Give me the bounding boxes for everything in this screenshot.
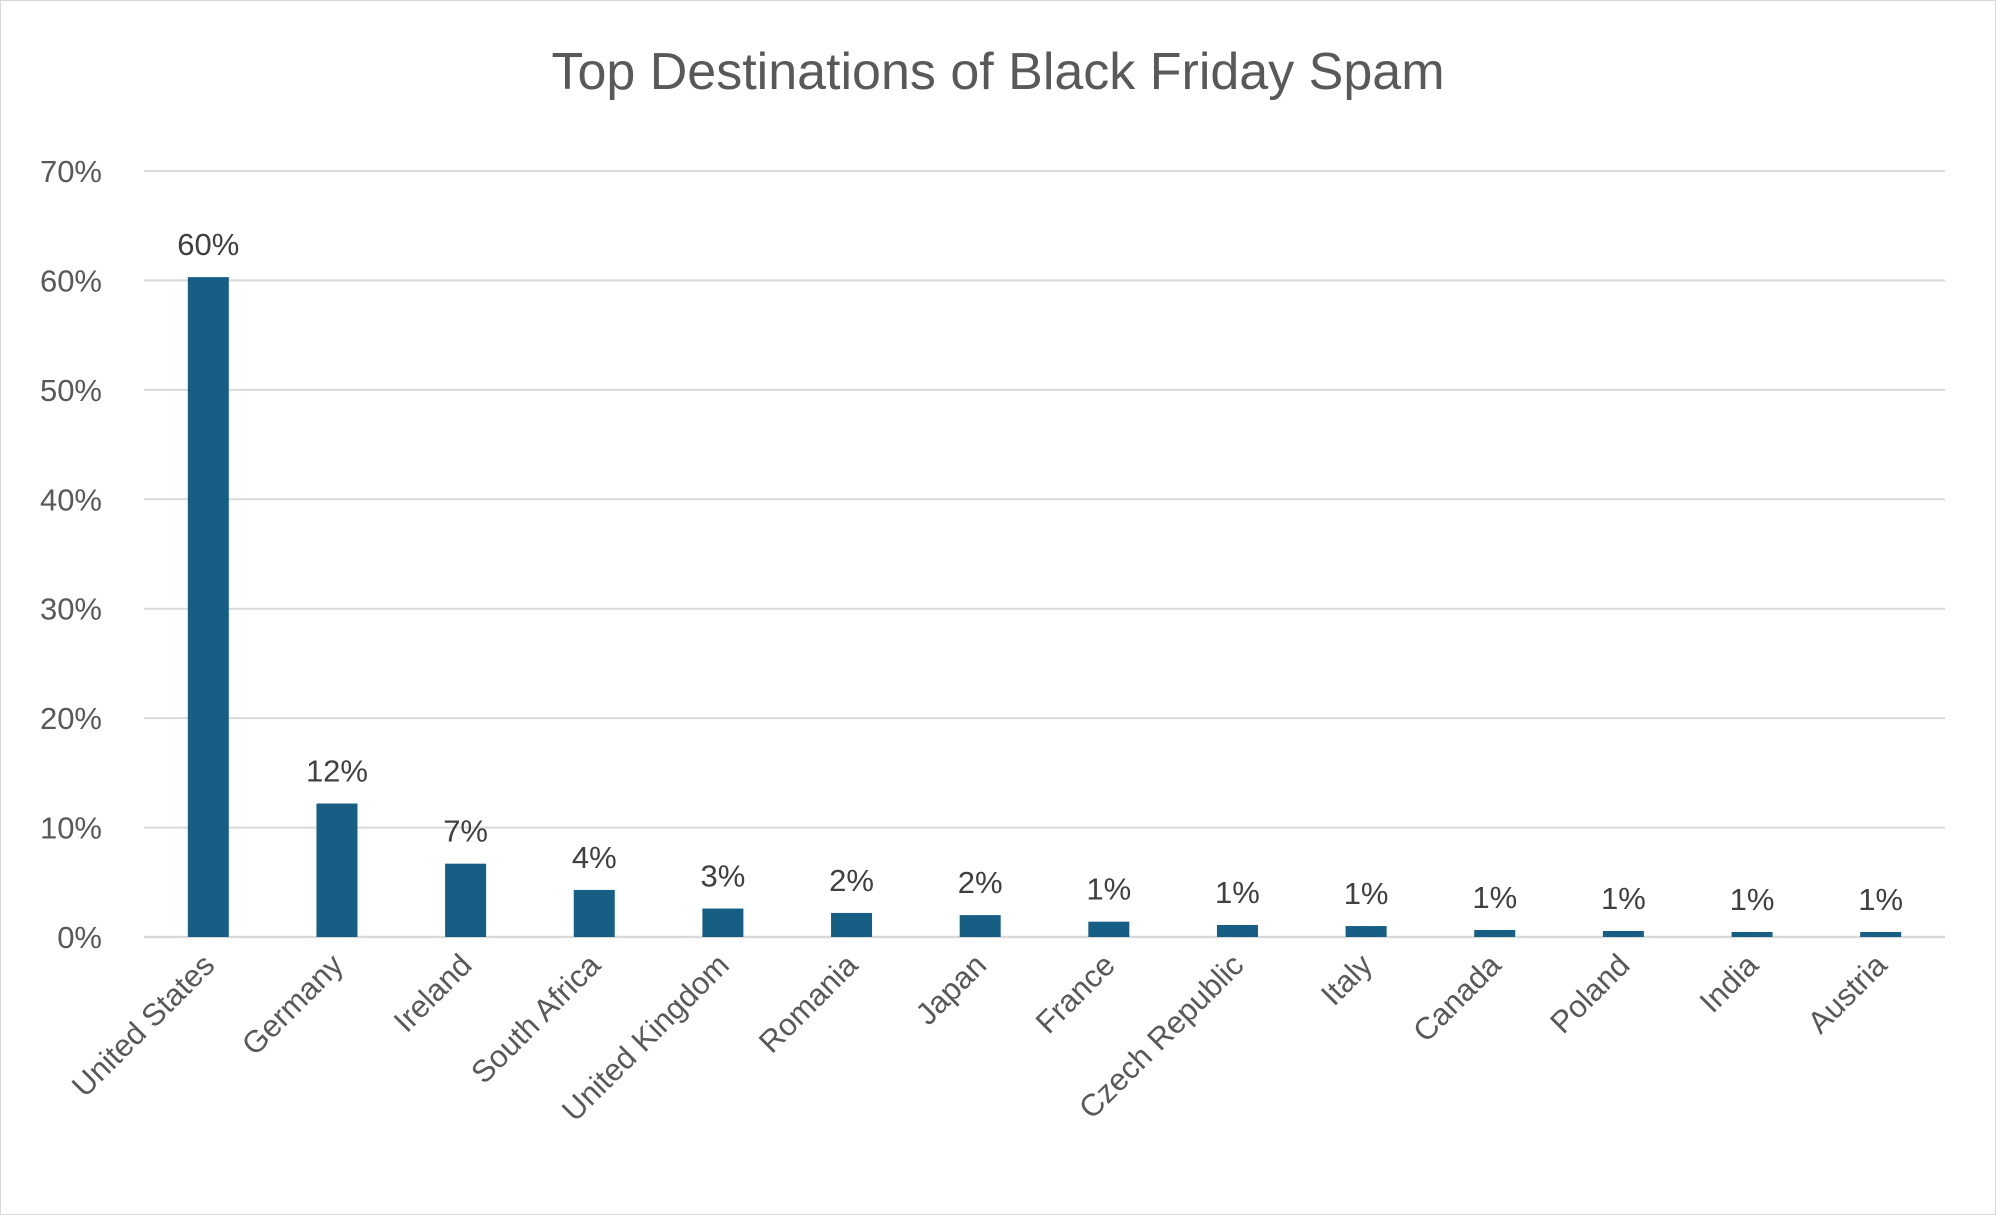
- bar: [1602, 930, 1644, 937]
- x-tick-label: France: [1029, 947, 1122, 1040]
- x-tick-label: India: [1693, 947, 1766, 1020]
- bar: [959, 915, 1001, 937]
- y-tick-label: 60%: [40, 263, 102, 298]
- y-tick-label: 10%: [40, 811, 102, 846]
- bar: [1860, 931, 1902, 937]
- data-label: 3%: [700, 859, 745, 894]
- y-tick-label: 50%: [40, 373, 102, 408]
- x-tick-label: Poland: [1543, 947, 1636, 1040]
- data-label: 1%: [1472, 880, 1517, 915]
- bar: [316, 803, 358, 937]
- data-label: 1%: [1730, 882, 1775, 917]
- x-tick-label: United States: [65, 947, 221, 1103]
- x-tick-label: Ireland: [387, 947, 479, 1039]
- y-tick-label: 40%: [40, 482, 102, 517]
- bar: [1216, 924, 1258, 937]
- bar: [831, 912, 873, 937]
- x-tick-label: Japan: [909, 947, 993, 1031]
- data-label: 7%: [443, 814, 488, 849]
- x-tick-label: Austria: [1801, 947, 1895, 1041]
- y-tick-label: 30%: [40, 592, 102, 627]
- data-label: 4%: [572, 840, 617, 875]
- bar: [1345, 926, 1387, 937]
- bar: [1731, 931, 1773, 937]
- bar: [1088, 921, 1130, 937]
- data-label: 12%: [306, 753, 368, 788]
- data-label: 1%: [1344, 876, 1389, 911]
- y-tick-label: 70%: [40, 154, 102, 189]
- y-tick-label: 0%: [57, 920, 102, 955]
- data-label: 60%: [177, 227, 239, 262]
- chart-title: Top Destinations of Black Friday Spam: [551, 43, 1445, 101]
- bar: [573, 889, 615, 937]
- bar: [1474, 929, 1516, 937]
- y-tick-label: 20%: [40, 701, 102, 736]
- data-label: 1%: [1601, 881, 1646, 916]
- bar: [445, 863, 487, 937]
- data-label: 2%: [958, 865, 1003, 900]
- bar: [702, 908, 744, 937]
- x-tick-label: South Africa: [464, 947, 607, 1090]
- data-label: 1%: [1858, 882, 1903, 917]
- x-tick-label: Romania: [752, 947, 865, 1060]
- data-label: 2%: [829, 863, 874, 898]
- x-tick-label: Canada: [1406, 947, 1508, 1049]
- x-tick-label: Germany: [235, 947, 350, 1062]
- x-tick-label: Italy: [1314, 947, 1379, 1012]
- data-label: 1%: [1215, 875, 1260, 910]
- bar: [187, 277, 229, 937]
- data-label: 1%: [1086, 872, 1131, 907]
